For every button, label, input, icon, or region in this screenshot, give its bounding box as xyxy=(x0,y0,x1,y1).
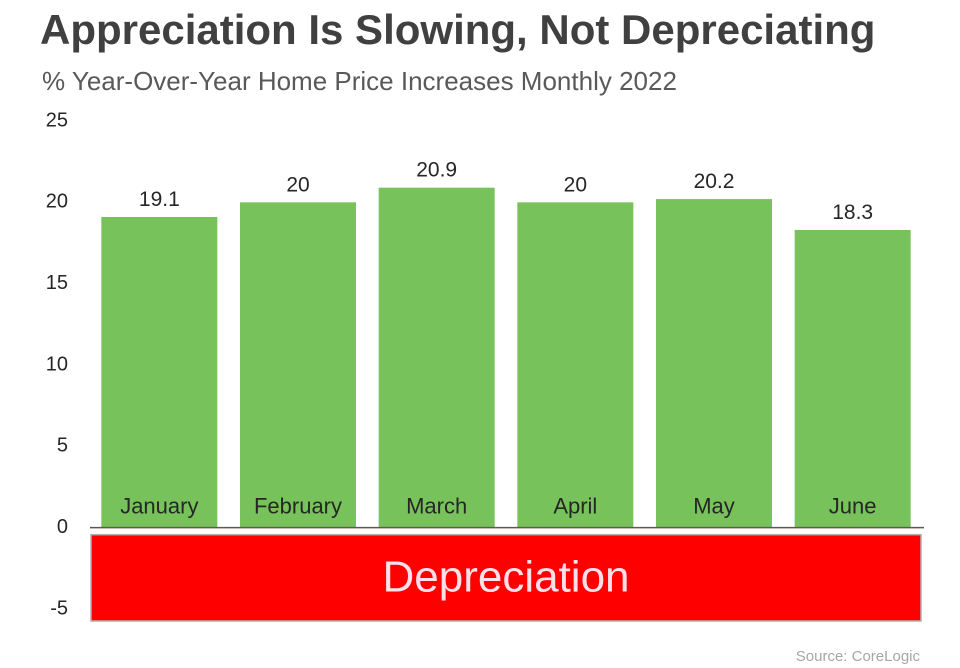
depreciation-band xyxy=(90,533,922,622)
category-label: March xyxy=(406,494,467,519)
y-tick-label: 25 xyxy=(46,109,68,131)
depreciation-label: Depreciation xyxy=(382,552,629,601)
depreciation-band-group: Depreciation xyxy=(90,533,922,622)
bar-june xyxy=(794,229,911,528)
y-tick-label: 5 xyxy=(57,435,68,457)
y-tick-label: 0 xyxy=(57,516,68,538)
category-label: June xyxy=(829,494,877,519)
bar-march xyxy=(378,187,495,528)
y-tick-label: 15 xyxy=(46,272,68,294)
category-label: May xyxy=(693,494,735,519)
category-label: February xyxy=(254,494,342,519)
value-label: 20 xyxy=(564,173,587,196)
category-label: January xyxy=(120,494,198,519)
category-label: April xyxy=(553,494,597,519)
bar-april xyxy=(517,202,634,528)
y-tick-label: -5 xyxy=(50,597,68,619)
chart-subtitle: % Year-Over-Year Home Price Increases Mo… xyxy=(42,66,677,96)
bar-february xyxy=(240,202,356,528)
chart-title: Appreciation Is Slowing, Not Depreciatin… xyxy=(40,6,876,53)
bars-group: 19.1 January 20 February 20.9 March 20 April 20.… xyxy=(101,159,911,528)
value-label: 20 xyxy=(286,173,309,196)
value-label: 18.3 xyxy=(832,201,873,224)
y-axis-ticks: -5 0 5 10 15 20 25 xyxy=(46,109,68,619)
y-tick-label: 10 xyxy=(46,353,68,375)
bar-may xyxy=(656,199,772,528)
source-note: Source: CoreLogic xyxy=(795,648,920,665)
value-label: 20.9 xyxy=(416,159,457,182)
bar-january xyxy=(101,216,218,528)
y-tick-label: 20 xyxy=(46,191,68,213)
value-label: 20.2 xyxy=(694,170,735,193)
value-label: 19.1 xyxy=(139,188,180,211)
